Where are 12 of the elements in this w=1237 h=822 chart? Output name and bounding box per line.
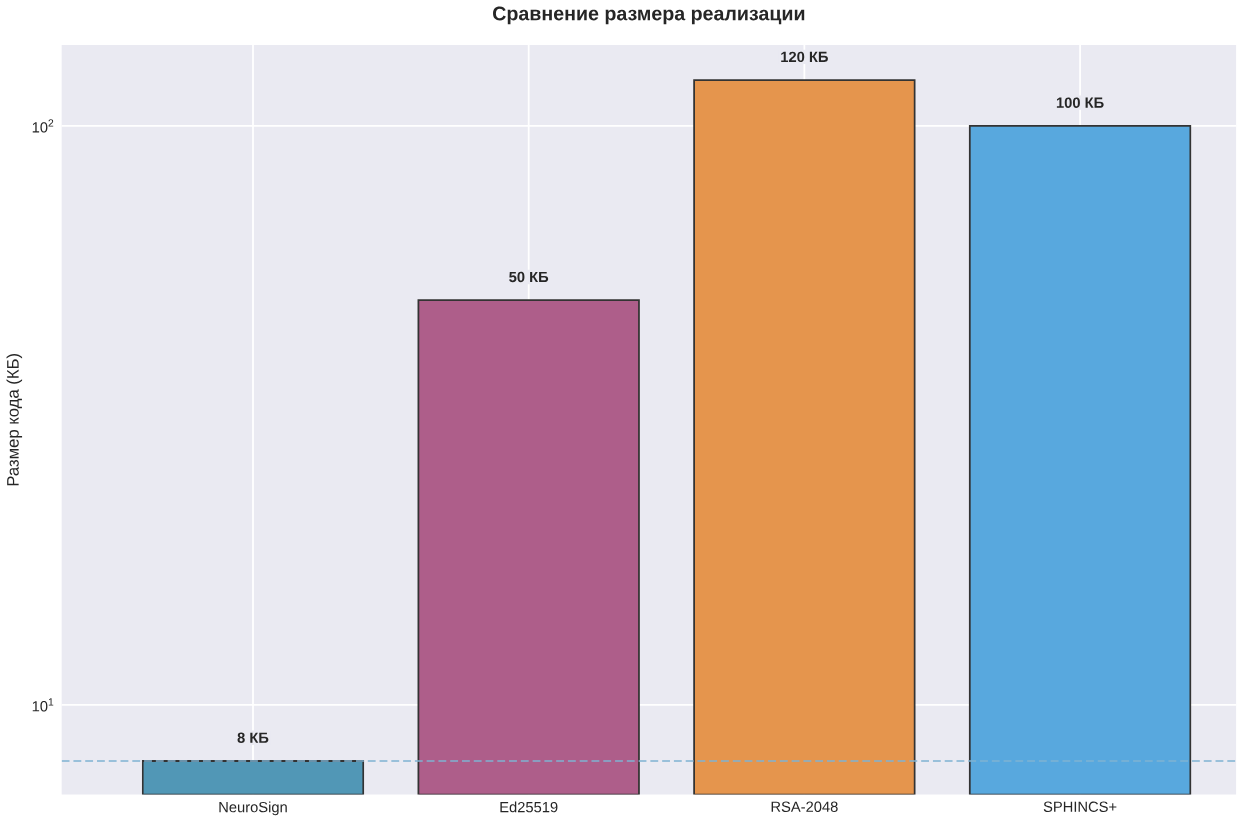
data-label: 100 КБ — [1056, 97, 1104, 108]
y-tick-label: 10$^{2}$ — [32, 119, 54, 133]
y-axis-title: Размер кода (КБ) — [6, 354, 23, 486]
data-label: 8 КБ — [237, 732, 269, 744]
data-label: 50 КБ — [509, 271, 549, 283]
x-tick-label: Ed25519 — [500, 801, 558, 813]
x-tick-label: RSA-2048 — [771, 801, 838, 813]
data-label: 120 КБ — [781, 51, 828, 63]
chart-title: Сравнение размера реализации — [493, 6, 805, 25]
y-tick-label: 10$^{1}$ — [32, 698, 54, 712]
x-tick-label: NeuroSign — [219, 801, 287, 816]
x-tick-label: SPHINCS+ — [1043, 801, 1117, 813]
